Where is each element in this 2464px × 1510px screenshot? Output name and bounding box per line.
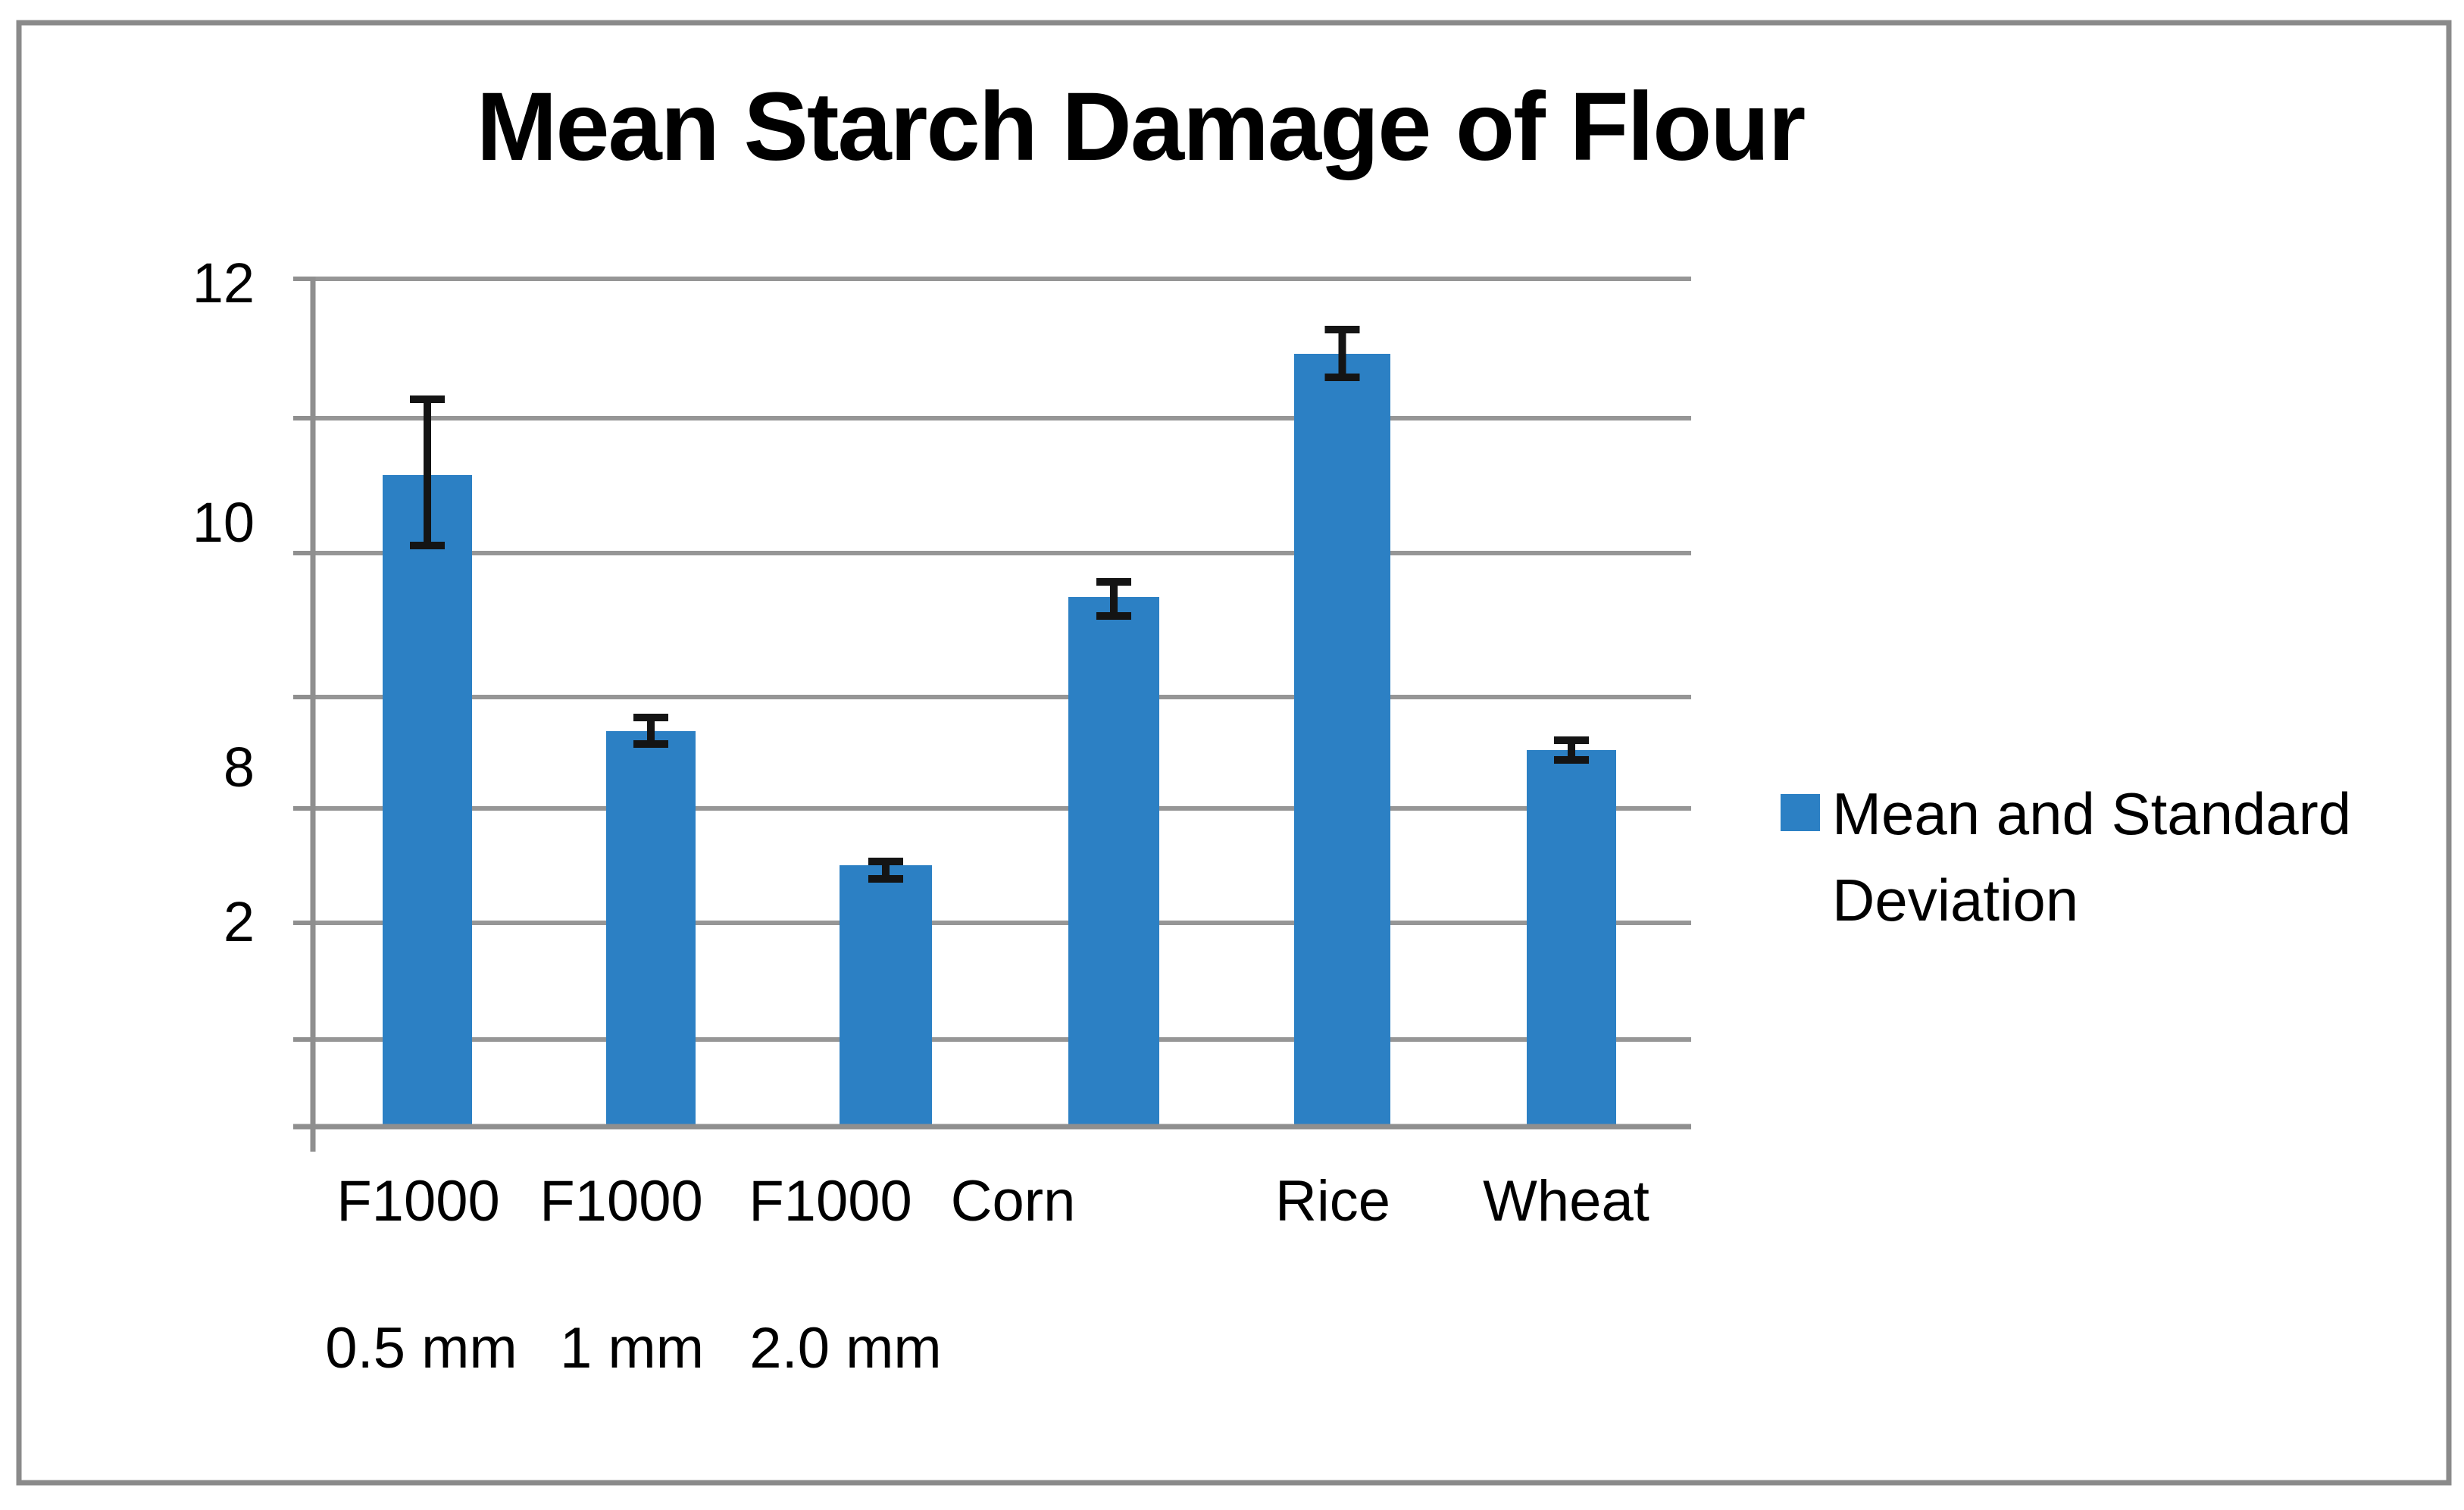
legend-marker-swatch (1781, 794, 1820, 831)
x-axis-sublabel-2-0mm: 2.0 mm (749, 1316, 942, 1380)
y-axis-tick-label-12: 12 (192, 252, 255, 314)
bar-rice (1294, 354, 1390, 1127)
bar-f1000-2-0mm (840, 865, 932, 1127)
legend-label-line-2: Deviation (1832, 867, 2079, 933)
x-axis-sublabel-1mm: 1 mm (560, 1316, 704, 1380)
y-axis-tick-label-2: 2 (223, 890, 255, 953)
x-axis-label-f1000-2: F1000 (539, 1169, 703, 1233)
x-axis-label-f1000-1: F1000 (336, 1169, 500, 1233)
chart-title: Mean Starch Damage of Flour (476, 73, 1806, 181)
bar-wheat (1527, 750, 1616, 1127)
legend-label-line-1: Mean and Standard (1832, 780, 2352, 847)
x-axis-sublabel-0-5mm: 0.5 mm (325, 1316, 518, 1380)
bar-f1000-1mm (606, 731, 696, 1127)
image-frame-border (16, 20, 2452, 1486)
bar-corn (1068, 597, 1159, 1127)
y-axis-tick-label-10: 10 (192, 491, 255, 554)
x-axis-label-f1000-3: F1000 (749, 1169, 912, 1233)
bar-f1000-0-5mm (383, 475, 472, 1127)
x-axis-label-rice: Rice (1274, 1169, 1391, 1233)
x-axis-label-wheat: Wheat (1483, 1169, 1649, 1233)
x-axis-label-corn: Corn (950, 1169, 1076, 1233)
y-axis-tick-label-8: 8 (223, 736, 255, 799)
